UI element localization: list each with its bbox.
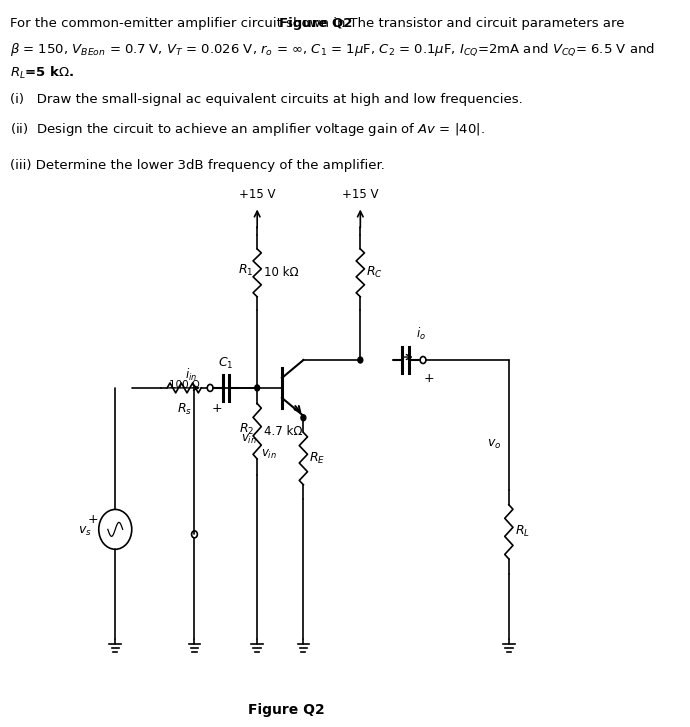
Circle shape xyxy=(358,357,363,363)
Text: $R_L$=5 k$\Omega$.: $R_L$=5 k$\Omega$. xyxy=(10,65,74,81)
Text: $R_1$: $R_1$ xyxy=(239,263,254,278)
Text: $v_{in}$: $v_{in}$ xyxy=(241,433,257,446)
Circle shape xyxy=(255,385,259,391)
Text: $v_s$: $v_s$ xyxy=(79,525,92,538)
Circle shape xyxy=(301,415,306,421)
Text: $i_{in}$: $i_{in}$ xyxy=(185,367,197,383)
Text: $R_L$: $R_L$ xyxy=(515,524,530,539)
Text: $R_C$: $R_C$ xyxy=(366,265,383,281)
Text: $v_o$: $v_o$ xyxy=(487,438,501,451)
Text: 10 kΩ: 10 kΩ xyxy=(264,266,298,279)
Text: Figure Q2: Figure Q2 xyxy=(248,702,324,717)
Text: 100 Ω: 100 Ω xyxy=(169,380,199,390)
Text: For the common-emitter amplifier circuit shown in: For the common-emitter amplifier circuit… xyxy=(10,17,349,31)
Text: +15 V: +15 V xyxy=(342,188,379,201)
Text: Figure Q2: Figure Q2 xyxy=(279,17,352,31)
Text: +: + xyxy=(211,402,222,415)
Text: $R_E$: $R_E$ xyxy=(309,451,326,466)
Text: +: + xyxy=(424,372,434,385)
Text: $C_1$: $C_1$ xyxy=(218,356,233,371)
Text: $R_2$: $R_2$ xyxy=(239,422,254,437)
Text: $R_s$: $R_s$ xyxy=(177,402,192,417)
Text: +: + xyxy=(88,513,98,526)
Text: . The transistor and circuit parameters are: . The transistor and circuit parameters … xyxy=(342,17,625,31)
Text: 4.7 kΩ: 4.7 kΩ xyxy=(264,425,302,438)
Text: $\beta$ = 150, $V_{BEon}$ = 0.7 V, $V_T$ = 0.026 V, $r_o$ = $\infty$, $C_1$ = 1$: $\beta$ = 150, $V_{BEon}$ = 0.7 V, $V_T$… xyxy=(10,41,655,58)
Text: (iii) Determine the lower 3dB frequency of the amplifier.: (iii) Determine the lower 3dB frequency … xyxy=(10,158,384,172)
Text: (i)   Draw the small-signal ac equivalent circuits at high and low frequencies.: (i) Draw the small-signal ac equivalent … xyxy=(10,93,522,106)
Text: $v_{in}$: $v_{in}$ xyxy=(262,448,277,461)
Text: (ii)  Design the circuit to achieve an amplifier voltage gain of $Av$ = |40|.: (ii) Design the circuit to achieve an am… xyxy=(10,121,484,138)
Text: $i_o$: $i_o$ xyxy=(415,326,426,342)
Text: +15 V: +15 V xyxy=(239,188,275,201)
